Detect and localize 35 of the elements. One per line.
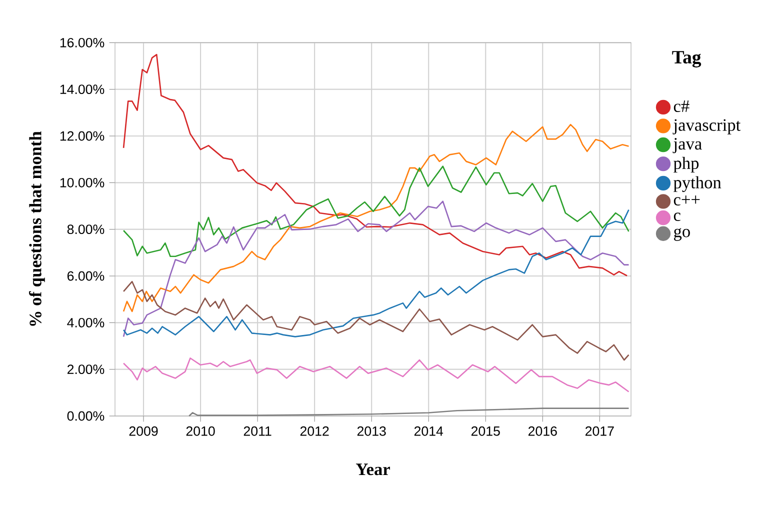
y-tick-label: 4.00% [67,318,104,328]
y-tick-label: 12.00% [60,131,104,141]
line-series [188,408,630,417]
legend-label: go [674,228,690,241]
line-series [122,357,630,392]
legend-label: c [674,212,680,222]
y-tick-label: 16.00% [60,38,104,48]
y-axis-title: % of questions that month [28,131,45,326]
x-tick-label: 2017 [585,426,614,436]
y-tick-label: 0.00% [67,411,104,421]
legend-label: javascript [672,119,741,134]
x-tick-label: 2013 [357,426,386,436]
y-tick-label: 2.00% [67,364,104,374]
line-series [122,280,630,361]
y-tick-label: 6.00% [67,271,104,281]
x-tick-label: 2015 [471,426,500,436]
x-tick-label: 2011 [244,426,272,436]
x-tick-label: 2010 [186,426,215,436]
x-tick-label: 2014 [414,426,444,436]
y-tick-label: 8.00% [67,224,104,234]
legend-label: java [672,138,702,154]
y-tick-label: 10.00% [60,178,104,188]
line-series [122,54,628,276]
legend-label: python [674,176,722,192]
y-tick-label: 14.00% [60,84,104,94]
legend-label: php [674,156,699,173]
x-axis-title: Year [356,464,390,476]
line-series [122,166,630,258]
legend-title: Tag [672,51,702,68]
x-tick-label: 2009 [129,426,158,436]
legend-label: c# [674,100,690,112]
x-tick-label: 2016 [528,426,557,436]
x-tick-label: 2012 [300,426,329,436]
legend-label: c++ [674,196,700,206]
line-series [122,124,630,312]
